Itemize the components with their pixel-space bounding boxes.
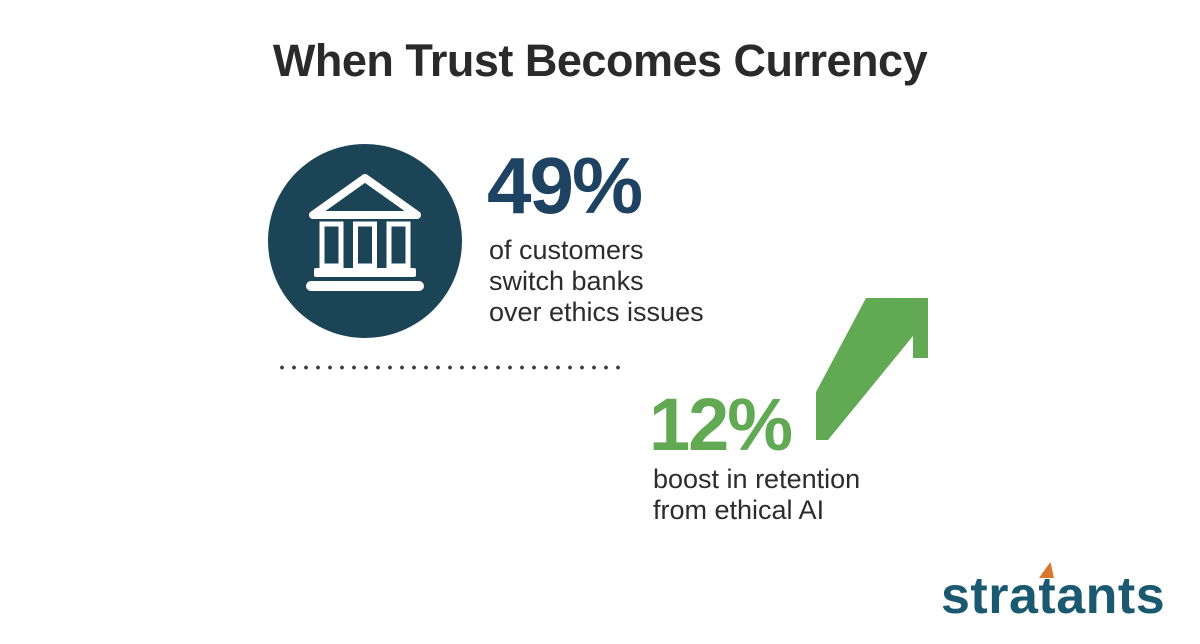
trend-up-arrow-icon xyxy=(816,298,928,440)
stat-description-12: boost in retention from ethical AI xyxy=(653,464,860,526)
stat-desc-line: of customers xyxy=(489,235,644,265)
brand-logo: strat ants xyxy=(941,562,1166,625)
dotted-separator xyxy=(276,365,624,370)
stat-desc-line: over ethics issues xyxy=(489,297,704,327)
stat-description-49: of customers switch banks over ethics is… xyxy=(489,235,704,328)
stat-value-12: 12% xyxy=(649,383,793,466)
page-title: When Trust Becomes Currency xyxy=(272,35,928,86)
brand-text-right: ants xyxy=(1056,567,1166,625)
bank-icon xyxy=(268,144,462,338)
brand-text-left: stra xyxy=(941,567,1039,625)
brand-text-mid: t xyxy=(1038,562,1056,622)
stat-desc-line: switch banks xyxy=(489,266,644,296)
stat-desc-line: boost in retention xyxy=(653,464,861,494)
stat-desc-line: from ethical AI xyxy=(653,495,825,525)
stat-value-49: 49% xyxy=(487,141,643,230)
flame-icon xyxy=(1039,562,1055,578)
